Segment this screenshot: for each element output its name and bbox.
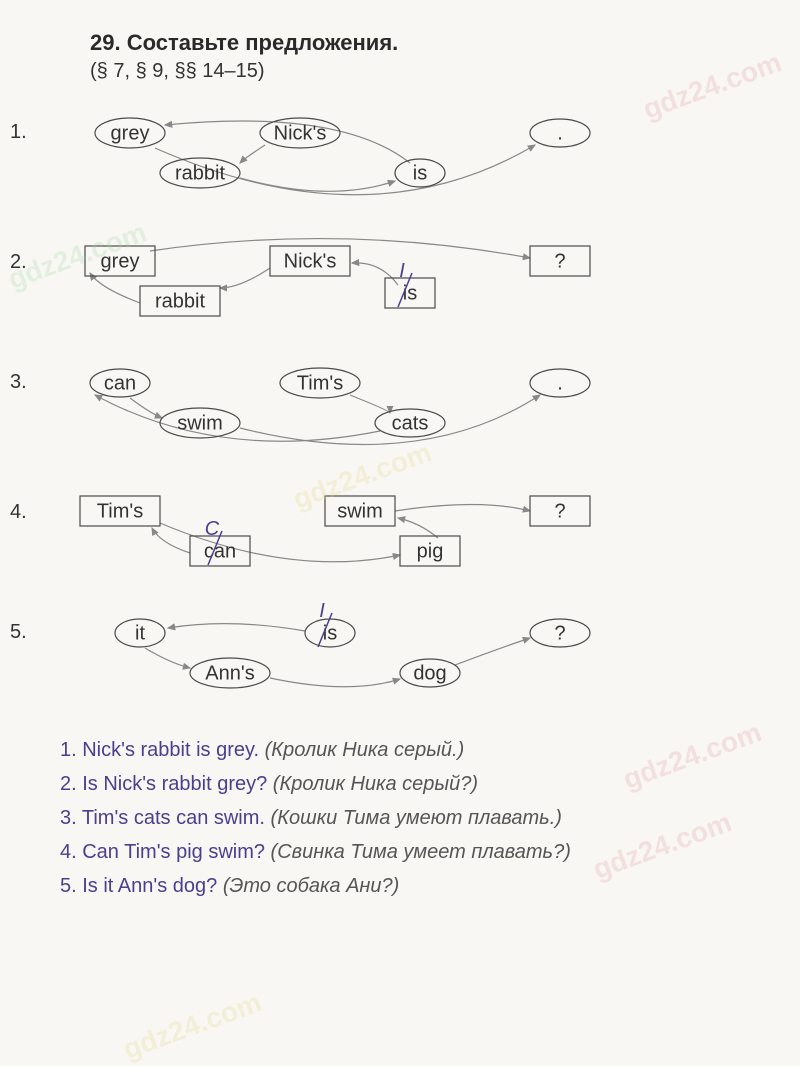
word-text: grey: [101, 250, 140, 272]
arrow: [152, 528, 190, 553]
section-refs: (§ 7, § 9, §§ 14–15): [90, 60, 760, 83]
word-diagram: Tim's swim? canCpig: [40, 483, 660, 593]
word-text: Ann's: [205, 662, 254, 684]
row-number: 3.: [10, 371, 27, 394]
row-number: 4.: [10, 501, 27, 524]
answer-ru: (Кошки Тима умеют плавать.): [271, 807, 562, 829]
answer-line: 2. Is Nick's rabbit grey? (Кролик Ника с…: [60, 767, 760, 801]
word-text: pig: [417, 540, 444, 562]
word-text: Nick's: [284, 250, 337, 272]
word-text: cats: [392, 412, 429, 434]
arrow: [220, 268, 270, 288]
word-text: can: [204, 540, 236, 562]
arrow: [168, 624, 305, 631]
word-text: is: [403, 282, 417, 304]
word-diagram: can Tim's. swim cats: [40, 353, 660, 473]
word-text: ?: [554, 500, 565, 522]
row-number: 5.: [10, 621, 27, 644]
answer-ru: (Кролик Ника серый?): [273, 773, 478, 795]
word-text: Nick's: [274, 122, 327, 144]
diagram-container: 1.greyNick's.rabbitis2.greyNick's?rabbit…: [40, 103, 760, 713]
answer-line: 1. Nick's rabbit is grey. (Кролик Ника с…: [60, 733, 760, 767]
watermark: gdz24.com: [119, 986, 266, 1066]
answer-ru: (Кролик Ника серый.): [265, 739, 465, 761]
word-text: Tim's: [297, 372, 343, 394]
arrow: [270, 678, 400, 687]
diagram-row: 3.canTim's.swimcats: [40, 353, 760, 473]
word-text: can: [104, 372, 136, 394]
arrow: [150, 239, 530, 258]
word-text: swim: [177, 412, 223, 434]
word-text: rabbit: [155, 290, 205, 312]
word-text: grey: [111, 122, 150, 144]
row-number: 2.: [10, 251, 27, 274]
exercise-title: 29. Составьте предложения.: [90, 30, 760, 56]
word-diagram: it isI? Ann's dog: [40, 603, 660, 713]
diagram-row: 1.greyNick's.rabbitis: [40, 103, 760, 223]
answer-line: 4. Can Tim's pig swim? (Свинка Тима умее…: [60, 835, 760, 869]
word-text: ?: [554, 622, 565, 644]
word-text: is: [413, 162, 427, 184]
arrow: [350, 395, 390, 413]
answer-line: 5. Is it Ann's dog? (Это собака Ани?): [60, 869, 760, 903]
answer-en: 1. Nick's rabbit is grey.: [60, 739, 265, 761]
diagram-row: 5.itisI?Ann'sdog: [40, 603, 760, 713]
row-number: 1.: [10, 121, 27, 144]
arrow: [455, 638, 530, 665]
worksheet-page: 29. Составьте предложения. (§ 7, § 9, §§…: [0, 0, 800, 933]
word-text: .: [557, 372, 563, 394]
diagram-row: 4.Tim'sswim?canCpig: [40, 483, 760, 593]
word-text: ?: [554, 250, 565, 272]
word-text: swim: [337, 500, 383, 522]
insert-letter: I: [319, 603, 325, 622]
word-text: dog: [413, 662, 446, 684]
answer-en: 4. Can Tim's pig swim?: [60, 841, 271, 863]
word-text: .: [557, 122, 563, 144]
arrow: [160, 523, 400, 562]
arrow: [398, 518, 438, 538]
diagram-row: 2.greyNick's?rabbitisI: [40, 233, 760, 343]
arrow: [90, 273, 140, 303]
arrow: [240, 395, 540, 444]
arrow: [395, 505, 530, 512]
word-diagram: grey Nick's? rabbit isI: [40, 233, 660, 343]
word-diagram: grey Nick's. rabbit is: [40, 103, 660, 223]
arrow: [240, 145, 265, 163]
answers-list: 1. Nick's rabbit is grey. (Кролик Ника с…: [60, 733, 760, 903]
arrow: [352, 263, 398, 285]
insert-letter: I: [399, 260, 405, 282]
answer-en: 2. Is Nick's rabbit grey?: [60, 773, 273, 795]
answer-ru: (Это собака Ани?): [223, 875, 400, 897]
arrow: [145, 648, 190, 668]
answer-line: 3. Tim's cats can swim. (Кошки Тима умею…: [60, 801, 760, 835]
word-text: it: [135, 622, 145, 644]
answer-en: 3. Tim's cats can swim.: [60, 807, 271, 829]
word-text: is: [323, 622, 337, 644]
word-text: rabbit: [175, 162, 225, 184]
answer-ru: (Свинка Тима умеет плавать?): [271, 841, 571, 863]
word-text: Tim's: [97, 500, 143, 522]
answer-en: 5. Is it Ann's dog?: [60, 875, 223, 897]
arrow: [130, 398, 162, 418]
insert-letter: C: [205, 518, 220, 540]
